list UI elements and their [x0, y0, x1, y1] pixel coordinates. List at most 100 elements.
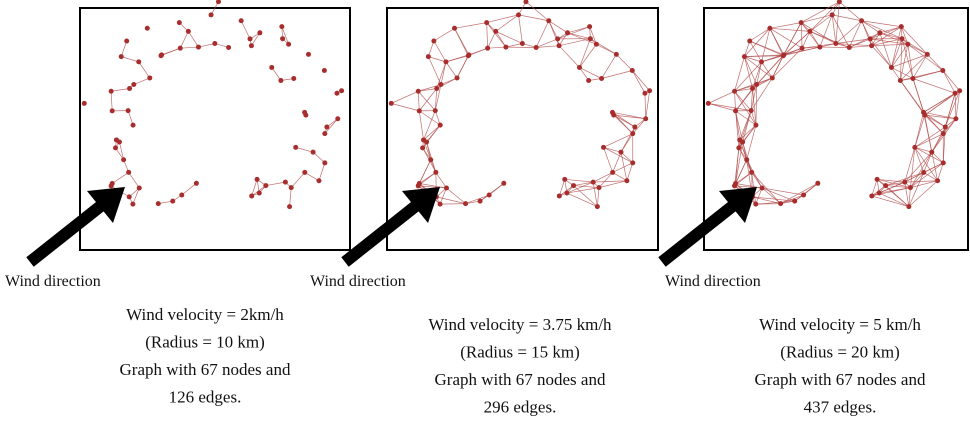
- node: [335, 116, 340, 121]
- node: [630, 131, 635, 136]
- node: [324, 124, 329, 129]
- node: [257, 191, 262, 196]
- node: [158, 53, 163, 58]
- node: [929, 150, 934, 155]
- node: [906, 204, 911, 209]
- node: [642, 91, 647, 96]
- node: [249, 193, 254, 198]
- wind-label: Wind direction: [665, 273, 761, 290]
- node: [443, 59, 448, 64]
- node: [501, 181, 506, 186]
- node: [239, 18, 244, 23]
- node: [753, 123, 758, 128]
- node: [444, 185, 449, 190]
- node: [557, 43, 562, 48]
- node: [339, 88, 344, 93]
- caption-line: 437 edges.: [804, 398, 877, 417]
- node: [898, 78, 903, 83]
- caption-line: Wind velocity = 5 km/h: [759, 315, 921, 334]
- node: [647, 88, 652, 93]
- caption-line: Wind velocity = 2km/h: [126, 305, 284, 324]
- node: [614, 52, 619, 57]
- node: [433, 108, 438, 113]
- node: [941, 131, 946, 136]
- node: [283, 180, 288, 185]
- node: [877, 30, 882, 35]
- node: [869, 193, 874, 198]
- caption-line: (Radius = 10 km): [145, 333, 265, 352]
- wind-label: Wind direction: [310, 273, 406, 290]
- node: [452, 26, 457, 31]
- node: [868, 36, 873, 41]
- node: [82, 101, 87, 106]
- node: [900, 36, 905, 41]
- node: [278, 78, 283, 83]
- node: [807, 29, 812, 34]
- node: [516, 12, 521, 17]
- wind-label: Wind direction: [5, 273, 101, 290]
- node: [534, 45, 539, 50]
- node: [733, 108, 738, 113]
- node: [753, 202, 758, 207]
- node: [334, 91, 339, 96]
- node: [113, 145, 118, 150]
- node: [610, 170, 615, 175]
- node: [433, 170, 438, 175]
- node: [557, 193, 562, 198]
- node: [147, 75, 152, 80]
- node: [586, 78, 591, 83]
- node: [833, 41, 838, 46]
- node: [322, 131, 327, 136]
- node: [610, 110, 615, 115]
- node: [124, 39, 129, 44]
- node: [302, 110, 307, 115]
- node: [306, 52, 311, 57]
- node: [910, 76, 915, 81]
- node: [196, 45, 201, 50]
- node: [455, 75, 460, 80]
- node: [263, 183, 268, 188]
- node: [830, 12, 835, 17]
- node: [599, 76, 604, 81]
- node: [588, 36, 593, 41]
- node: [908, 185, 913, 190]
- node: [484, 20, 489, 25]
- node: [127, 86, 132, 91]
- node: [562, 177, 567, 182]
- node: [624, 178, 629, 183]
- caption-line: Graph with 67 nodes and: [755, 370, 926, 389]
- node: [792, 199, 797, 204]
- node: [875, 177, 880, 182]
- caption-line: Wind velocity = 3.75 km/h: [428, 315, 612, 334]
- node: [417, 108, 422, 113]
- node: [131, 123, 136, 128]
- node: [280, 36, 285, 41]
- node: [428, 157, 433, 162]
- node: [269, 65, 274, 70]
- node: [179, 193, 184, 198]
- node: [421, 137, 426, 142]
- node: [126, 108, 131, 113]
- node: [733, 181, 738, 186]
- node: [302, 170, 307, 175]
- node: [291, 76, 296, 81]
- node: [632, 124, 637, 129]
- node: [925, 52, 930, 57]
- node: [767, 26, 772, 31]
- node: [742, 54, 747, 59]
- node: [815, 181, 820, 186]
- node: [749, 170, 754, 175]
- node: [912, 145, 917, 150]
- node: [940, 68, 945, 73]
- node: [255, 177, 260, 182]
- node: [943, 124, 948, 129]
- node: [847, 45, 852, 50]
- node: [322, 160, 327, 165]
- node: [747, 39, 752, 44]
- node: [248, 36, 253, 41]
- node: [493, 29, 498, 34]
- node: [869, 43, 874, 48]
- node: [289, 185, 294, 190]
- node: [736, 145, 741, 150]
